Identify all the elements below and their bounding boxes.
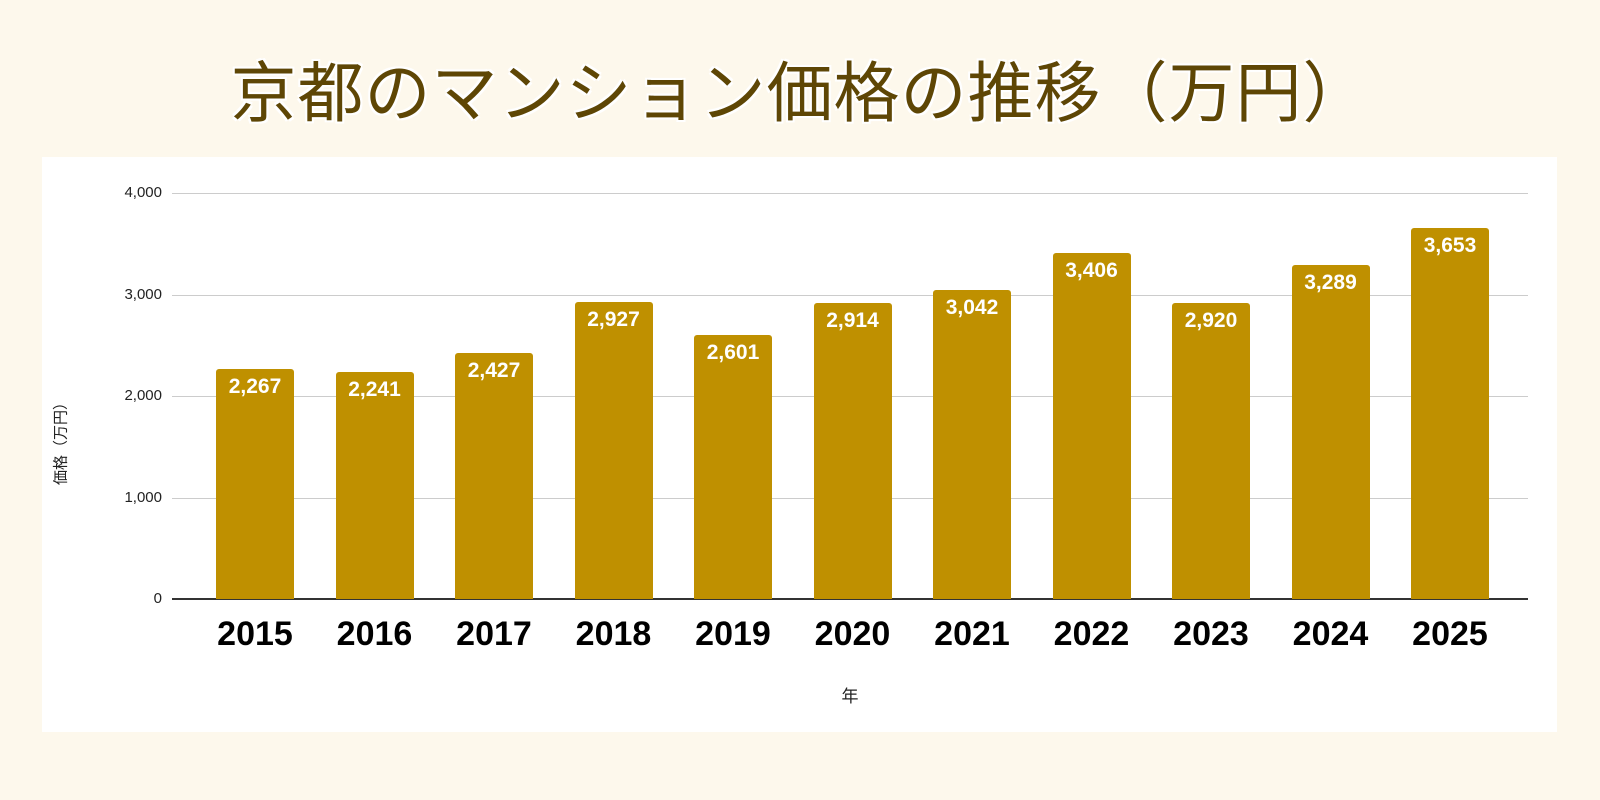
x-tick-label: 2018 (575, 615, 652, 653)
x-tick-label: 2022 (1053, 615, 1130, 653)
bar-2019: 2,601 (694, 334, 772, 599)
y-tick-label: 3,000 (124, 285, 162, 303)
bar-value-label: 2,241 (348, 377, 401, 401)
x-tick-label: 2021 (934, 615, 1010, 653)
chart-title: 京都のマンション価格の推移（万円） (230, 55, 1370, 132)
bar-2022: 3,406 (1052, 253, 1131, 599)
bar-2017: 2,427 (455, 352, 533, 599)
x-tick-label: 2024 (1292, 615, 1369, 653)
bar-2018: 2,927 (574, 301, 653, 599)
bar-value-label: 2,914 (826, 309, 879, 333)
x-tick-label: 2023 (1173, 615, 1249, 653)
bar-2021: 3,042 (933, 290, 1011, 599)
bar-value-label: 2,267 (228, 374, 282, 398)
y-tick-label: 1,000 (124, 488, 162, 506)
bar-2016: 2,241 (335, 371, 414, 599)
bar-2025: 3,653 (1411, 228, 1489, 599)
bar-2020: 2,914 (813, 303, 892, 599)
bar-value-label: 2,920 (1184, 308, 1238, 332)
x-axis-label: 年 (841, 687, 859, 707)
bar-2015: 2,267 (216, 368, 294, 599)
x-tick-label: 2017 (456, 615, 532, 653)
plot-area: 2,267 2,241 2,427 2,927 2,601 2,914 3,042 3,406… (172, 193, 1528, 600)
bar-value-label: 2,927 (587, 307, 640, 331)
bar-value-label: 3,406 (1065, 259, 1118, 283)
x-tick-label: 2016 (336, 615, 413, 653)
y-tick-label: 2,000 (124, 387, 162, 404)
x-tick-label: 2015 (217, 615, 293, 653)
x-tick-label: 2025 (1412, 615, 1488, 653)
bar-2024: 3,289 (1291, 265, 1370, 599)
gridline (172, 294, 1528, 296)
y-tick-label: 4,000 (124, 184, 162, 201)
y-axis-label: 価格（万円） (51, 394, 70, 486)
bar-value-label: 2,601 (706, 340, 760, 364)
x-tick-label: 2019 (695, 615, 771, 653)
gridline (172, 193, 1528, 194)
bar-value-label: 3,653 (1423, 234, 1477, 258)
bar-value-label: 3,042 (945, 296, 999, 320)
bar-value-label: 3,289 (1304, 271, 1357, 295)
bar-value-label: 2,427 (467, 358, 521, 382)
x-tick-label: 2020 (814, 615, 891, 653)
x-axis-line (172, 598, 1528, 600)
y-tick-label: 0 (153, 590, 162, 607)
bar-2023: 2,920 (1172, 302, 1250, 599)
